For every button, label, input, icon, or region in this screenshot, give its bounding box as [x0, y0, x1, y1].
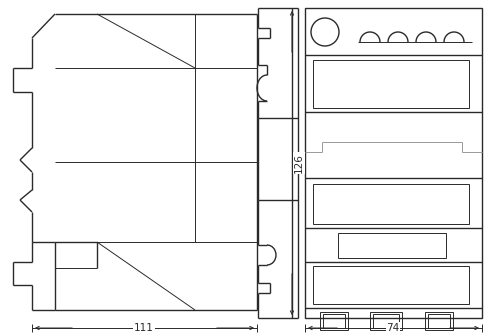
Bar: [338, 233, 446, 258]
Bar: [425, 312, 453, 330]
Bar: [313, 184, 469, 224]
Bar: [428, 314, 450, 328]
Text: 74: 74: [386, 323, 399, 333]
Text: 126: 126: [294, 153, 304, 173]
Bar: [320, 312, 348, 330]
Bar: [305, 8, 482, 318]
Bar: [373, 314, 399, 328]
Bar: [313, 60, 469, 108]
Text: 111: 111: [134, 323, 154, 333]
Bar: [370, 312, 402, 330]
Bar: [313, 266, 469, 304]
Bar: [323, 314, 345, 328]
